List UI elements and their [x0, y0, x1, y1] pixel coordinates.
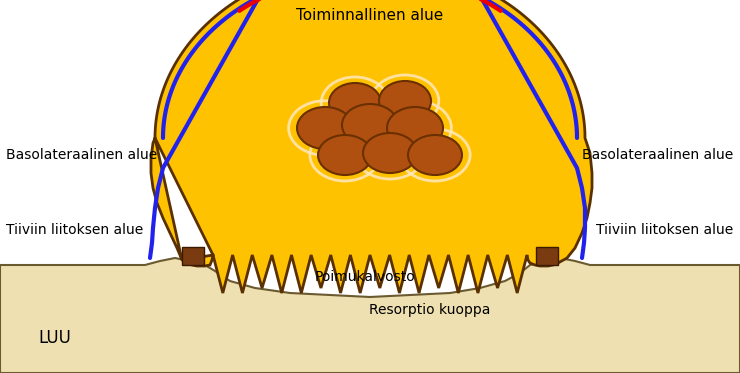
Ellipse shape: [363, 133, 417, 173]
Ellipse shape: [387, 107, 443, 149]
Ellipse shape: [329, 83, 381, 123]
Bar: [182, 247, 204, 265]
Text: Poimukalvosto: Poimukalvosto: [314, 270, 415, 284]
Ellipse shape: [318, 135, 372, 175]
Text: Tiiviin liitoksen alue: Tiiviin liitoksen alue: [7, 223, 144, 237]
Ellipse shape: [379, 81, 431, 121]
Text: Toiminnallinen alue: Toiminnallinen alue: [297, 7, 443, 22]
Text: Resorptio kuoppa: Resorptio kuoppa: [369, 303, 491, 317]
Ellipse shape: [408, 135, 462, 175]
Polygon shape: [0, 258, 740, 373]
Text: Basolateraalinen alue: Basolateraalinen alue: [582, 148, 733, 162]
Ellipse shape: [297, 107, 353, 149]
Polygon shape: [151, 0, 592, 293]
Bar: [536, 247, 558, 265]
Text: LUU: LUU: [38, 329, 72, 347]
Text: Basolateraalinen alue: Basolateraalinen alue: [7, 148, 158, 162]
Text: Tiiviin liitoksen alue: Tiiviin liitoksen alue: [596, 223, 733, 237]
Ellipse shape: [342, 104, 398, 146]
